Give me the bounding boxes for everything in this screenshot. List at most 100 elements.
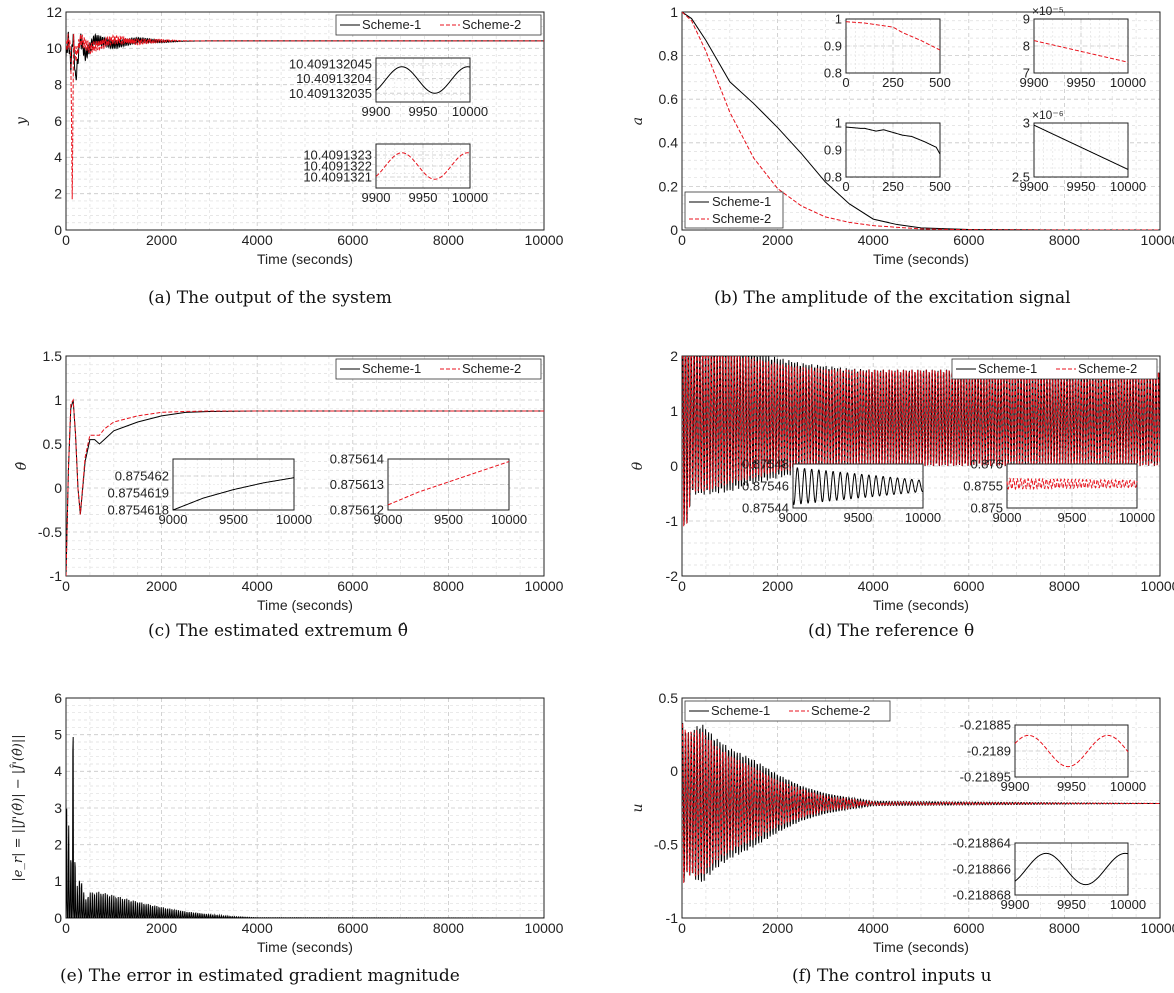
chart-e-ytick-label: 4: [54, 763, 62, 779]
series-c-2: [66, 398, 544, 576]
inset-b-1: 0 250 500 1 0.9 0.8: [824, 12, 951, 90]
caption-c: (c) The estimated extremum θ̂: [148, 621, 408, 641]
chart-e-xtick-label: 2000: [146, 920, 177, 936]
inset-b-2-axes-box: [1033, 18, 1129, 74]
chart-f-legend: Scheme-1 Scheme-2: [684, 700, 891, 722]
inset-b-2-exponent: ×10⁻⁵: [1032, 4, 1064, 18]
legend-label-scheme-2: Scheme-2: [712, 211, 771, 226]
chart-c-legend: Scheme-1 Scheme-2: [335, 358, 542, 380]
chart-b-ytick-label: 0: [670, 222, 678, 238]
inset-b-3-xtick-label: 250: [882, 179, 904, 194]
inset-b-4: 9900 9950 10000 3 2.5 ×10⁻⁶: [1012, 108, 1146, 194]
chart-f-xtick-label: 8000: [1049, 920, 1080, 936]
inset-b-4-xtick-label: 10000: [1110, 179, 1146, 194]
chart-a-ytick-label: 4: [54, 149, 62, 165]
chart-d-ytick-label: 2: [670, 348, 678, 364]
inset-d-1-ytick-label: 0.87546: [742, 479, 789, 494]
chart-e-plot-area: [66, 736, 544, 918]
chart-b-xtick-label: 10000: [1141, 232, 1174, 248]
chart-a-legend: Scheme-1 Scheme-2: [335, 14, 542, 36]
chart-b-legend: Scheme-1 Scheme-2: [684, 191, 784, 229]
inset-d-1-xtick-label: 10000: [905, 510, 941, 525]
chart-c-plot-area: [66, 398, 544, 576]
inset-d-2-xtick-label: 9000: [993, 510, 1022, 525]
inset-d-1-axes-box: [792, 463, 924, 509]
inset-c-1-ytick-label: 0.875462: [115, 469, 169, 484]
series-e-1: [66, 736, 544, 918]
chart-c-ytick-label: -0.5: [38, 524, 62, 540]
chart-a-ytick-label: 10: [46, 40, 62, 56]
inset-c-2-xtick-label: 9500: [434, 512, 463, 527]
chart-d-ytick-label: 0: [670, 458, 678, 474]
inset-b-1-ytick-label: 0.8: [824, 66, 842, 81]
inset-f-2: 9900 9950 10000 -0.218864 -0.218866 -0.218868: [952, 836, 1146, 912]
inset-c-2-ytick-label: 0.875612: [330, 503, 384, 518]
chart-e-xlabel: Time (seconds): [257, 939, 353, 955]
chart-b-xtick-label: 0: [678, 232, 686, 248]
inset-f-2-axes-box: [1014, 842, 1129, 896]
inset-f-1-ytick-label: -0.2189: [967, 744, 1011, 759]
inset-c-1-series: [172, 477, 295, 511]
inset-b-3-ytick-label: 1: [835, 116, 842, 131]
chart-f-xtick-label: 10000: [1141, 920, 1174, 936]
inset-c-2-series: [387, 461, 510, 506]
chart-e-ytick-label: 5: [54, 727, 62, 743]
inset-c-1-ytick-label: 0.8754619: [108, 486, 169, 501]
inset-d-2-ytick-label: 0.876: [970, 457, 1003, 472]
chart-a-ytick-label: 12: [46, 4, 62, 20]
inset-d-2-series: [1006, 477, 1138, 491]
chart-b: 0 2000 4000 6000 8000 10000 0 0.2 0.4 0.6 0.8 1 Time…: [630, 4, 1174, 267]
chart-d-xtick-label: 0: [678, 578, 686, 594]
chart-d-axes-box: [681, 355, 1161, 577]
chart-b-xtick-label: 8000: [1049, 232, 1080, 248]
chart-d: 0 2000 4000 6000 8000 10000 -2 -1 0 1 2 Time (secon…: [630, 348, 1174, 613]
caption-e: (e) The error in estimated gradient magn…: [60, 966, 460, 986]
chart-b-ytick-label: 0.4: [659, 135, 679, 151]
legend-label-scheme-2: Scheme-2: [462, 17, 521, 32]
inset-b-1-series: [845, 21, 941, 51]
legend-box: [684, 700, 891, 722]
inset-d-2-ytick-label: 0.8755: [963, 479, 1003, 494]
chart-f-ytick-label: -1: [666, 910, 679, 926]
inset-a-1-axes-box: [375, 57, 471, 103]
chart-c-xtick-label: 4000: [242, 578, 273, 594]
chart-c-ytick-label: 0.5: [43, 436, 63, 452]
inset-b-1-axes-box: [845, 18, 941, 74]
chart-c-xtick-label: 10000: [525, 578, 564, 594]
chart-f-ytick-label: -0.5: [654, 837, 678, 853]
chart-e-ytick-label: 1: [54, 873, 62, 889]
chart-e-xtick-label: 6000: [337, 920, 368, 936]
chart-d-ytick-label: 1: [670, 403, 678, 419]
inset-a-1-xtick-label: 9900: [362, 104, 391, 119]
inset-b-3: 0 250 500 1 0.9 0.8: [824, 116, 951, 194]
series-b-2: [682, 12, 1160, 230]
inset-f-2-ytick-label: -0.218864: [952, 836, 1011, 851]
chart-c-xtick-label: 8000: [433, 578, 464, 594]
inset-f-1-xtick-label: 9900: [1001, 779, 1030, 794]
chart-f-plot-area: [682, 722, 1160, 883]
inset-b-4-axes-box: [1033, 122, 1129, 178]
caption-b: (b) The amplitude of the excitation sign…: [714, 288, 1071, 308]
inset-f-1-ytick-label: -0.21895: [960, 770, 1011, 785]
legend-box: [951, 358, 1158, 380]
inset-c-2-axes-box: [387, 458, 510, 511]
inset-b-2-ytick-label: 7: [1023, 66, 1030, 81]
inset-d-1-ytick-label: 0.87544: [742, 501, 789, 516]
inset-b-3-xtick-label: 500: [929, 179, 951, 194]
legend-label-scheme-1: Scheme-1: [362, 361, 421, 376]
chart-c-ytick-label: 1: [54, 392, 62, 408]
chart-e-ytick-label: 6: [54, 690, 62, 706]
inset-f-1: 9900 9950 10000 -0.21885 -0.2189 -0.21895: [960, 718, 1146, 794]
legend-label-scheme-2: Scheme-2: [811, 703, 870, 718]
series-d-2: [682, 356, 1160, 527]
inset-d-1-series: [792, 467, 924, 505]
inset-a-2-axes-box: [375, 143, 471, 189]
inset-f-1-series: [1014, 734, 1129, 768]
chart-f-xtick-label: 0: [678, 920, 686, 936]
caption-d: (d) The reference θ: [808, 621, 975, 641]
inset-c-1-xtick-label: 10000: [276, 512, 312, 527]
chart-a-xtick-label: 8000: [433, 232, 464, 248]
inset-b-2-ytick-label: 9: [1023, 12, 1030, 27]
chart-c-xtick-label: 2000: [146, 578, 177, 594]
chart-e-ytick-label: 2: [54, 837, 62, 853]
